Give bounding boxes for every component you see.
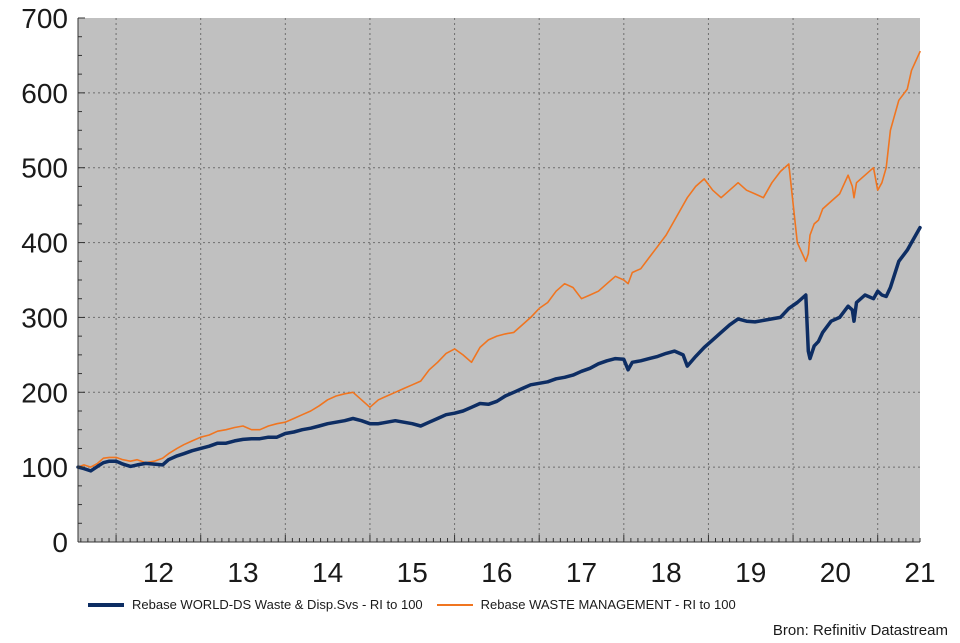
source-note: Bron: Refinitiv Datastream: [772, 622, 948, 639]
legend: Rebase WORLD-DS Waste & Disp.Svs - RI to…: [88, 597, 736, 612]
legend-label-waste-management: Rebase WASTE MANAGEMENT - RI to 100: [480, 597, 736, 612]
x-tick-label: 18: [651, 557, 682, 588]
x-tick-label: 15: [397, 557, 428, 588]
y-tick-label: 100: [21, 452, 68, 483]
y-tick-label: 200: [21, 377, 68, 408]
legend-swatch-waste-management: [436, 603, 473, 606]
legend-item-world-ds: Rebase WORLD-DS Waste & Disp.Svs - RI to…: [88, 597, 423, 612]
y-tick-label: 700: [21, 3, 68, 34]
series-line-waste-management: [77, 50, 921, 468]
y-tick-label: 0: [52, 527, 68, 558]
x-tick-label: 17: [566, 557, 597, 588]
y-tick-label: 500: [21, 153, 68, 184]
y-tick-label: 300: [21, 302, 68, 333]
x-tick-label: 20: [820, 557, 851, 588]
legend-swatch-world-ds: [88, 602, 124, 607]
y-tick-label: 400: [21, 228, 68, 259]
legend-item-waste-management: Rebase WASTE MANAGEMENT - RI to 100: [436, 597, 736, 612]
legend-label-world-ds: Rebase WORLD-DS Waste & Disp.Svs - RI to…: [132, 597, 423, 612]
plot-area: [78, 18, 920, 542]
x-tick-label: 14: [312, 557, 343, 588]
line-chart: 0 100 200 300 400 500 600 700 12 13 14 15 16 17 18 19 20…: [21, 3, 935, 588]
x-tick-label: 16: [481, 557, 512, 588]
x-tick-label: 21: [904, 557, 935, 588]
y-tick-label: 600: [21, 78, 68, 109]
tick-labels: 0 100 200 300 400 500 600 700 12 13 14 15 16 17 18 19 20…: [21, 3, 935, 588]
x-tick-label: 13: [227, 557, 258, 588]
x-tick-label: 12: [143, 557, 174, 588]
series-line-world-ds: [76, 225, 922, 473]
x-tick-label: 19: [735, 557, 766, 588]
series-lines: [76, 50, 922, 473]
axes: [77, 17, 921, 543]
